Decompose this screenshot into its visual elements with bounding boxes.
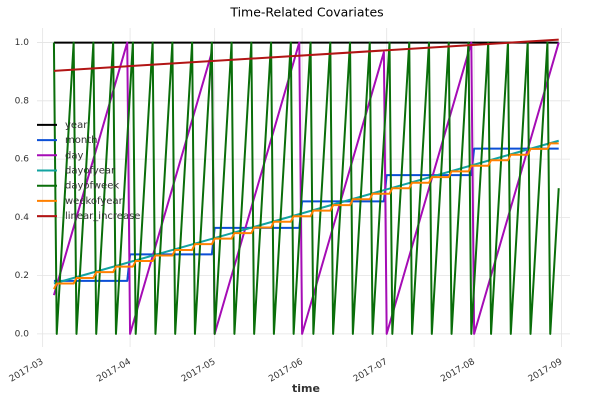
legend-label: weekofyear <box>65 196 124 207</box>
x-tick-label: 2017-03 <box>8 357 46 384</box>
legend-label: linear_increase <box>65 211 140 222</box>
series-line <box>53 142 559 290</box>
x-tick-label: 2017-05 <box>180 357 218 384</box>
x-axis-label: time <box>292 382 320 395</box>
y-tick-label: 1.0 <box>15 38 30 48</box>
x-tick-label: 2017-08 <box>439 357 477 385</box>
series-line <box>53 139 559 285</box>
x-tick-label: 2017-07 <box>352 357 390 384</box>
legend-label: year <box>65 120 88 131</box>
x-tick-label: 2017-04 <box>95 357 133 385</box>
y-tick-label: 0.2 <box>15 271 29 281</box>
series-line <box>52 41 560 335</box>
legend-label: dayofyear <box>65 166 116 177</box>
legend-label: dayofweek <box>65 181 119 192</box>
legend-label: month <box>65 135 97 146</box>
x-tick-label: 2017-09 <box>527 357 565 385</box>
series-line <box>53 38 559 72</box>
y-tick-label: 0.0 <box>15 329 30 339</box>
chart-title: Time-Related Covariates <box>229 5 383 20</box>
legend-label: day <box>65 150 83 161</box>
y-tick-label: 0.6 <box>15 155 30 165</box>
series-line <box>52 41 560 335</box>
y-tick-label: 0.8 <box>15 96 30 106</box>
x-tick-label: 2017-06 <box>267 357 305 385</box>
y-tick-label: 0.4 <box>15 213 30 223</box>
